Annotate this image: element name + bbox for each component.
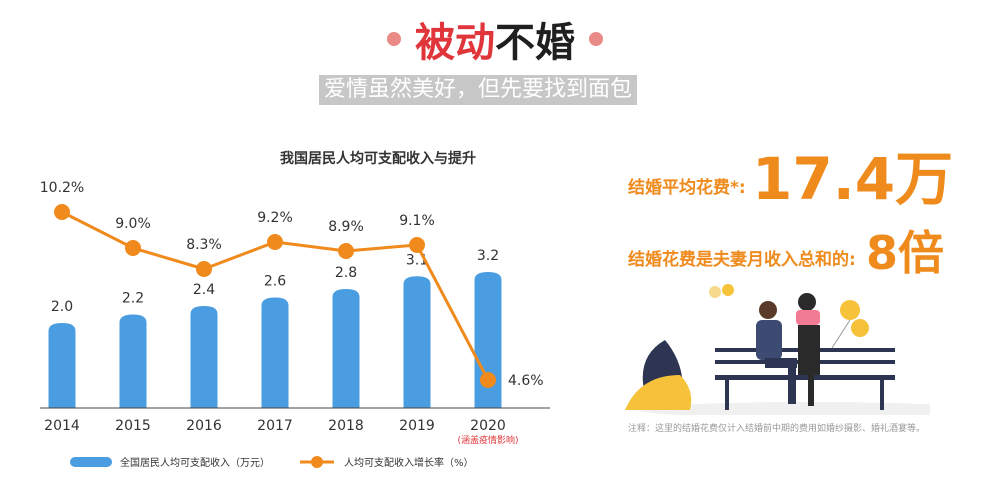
growth-point-2015 [125,240,141,256]
avg-cost-value: 17.4万 [752,145,954,213]
bar-2019 [403,276,431,408]
couple-illustration [625,284,930,415]
bar-label-2020: 3.2 [477,248,499,264]
bar-label-2017: 2.6 [264,274,286,290]
page-title: 被动 不婚 [0,10,990,68]
growth-label-2016: 8.3% [186,237,222,253]
growth-point-2014 [54,204,70,220]
title-left-dot [387,32,401,46]
x-tick-2017: 2017 [257,418,293,434]
chart-title: 我国居民人均可支配收入与提升 [280,150,476,167]
bar-2015 [119,314,147,408]
x-tick-2016: 2016 [186,418,222,434]
growth-label-2018: 8.9% [328,219,364,235]
growth-point-2020 [480,372,496,388]
x-tick-2018: 2018 [328,418,364,434]
cost-ratio-label: 结婚花费是夫妻月收入总和的: [628,250,856,270]
growth-label-2015: 9.0% [115,216,151,232]
growth-point-2019 [409,237,425,253]
x-tick-2014: 2014 [44,418,80,434]
title-part-1: 被动 [415,20,495,66]
growth-point-2016 [196,261,212,277]
growth-label-2020: 4.6% [508,373,544,389]
legend-bar-label: 全国居民人均可支配收入（万元） [120,456,270,469]
bar-label-2015: 2.2 [122,291,144,307]
x-tick-2020: 2020 [470,418,506,434]
growth-label-2014: 10.2% [40,180,84,196]
title-part-2: 不婚 [495,20,575,66]
avg-cost-label: 结婚平均花费*: [628,178,746,198]
title-right-dot [589,32,603,46]
subtitle: 爱情虽然美好，但先要找到面包 [319,75,637,105]
legend-line-label: 人均可支配收入增长率（%） [344,456,474,469]
x-tick-2019: 2019 [399,418,435,434]
bar-label-2014: 2.0 [51,299,73,315]
bar-2014 [48,323,76,408]
growth-label-2017: 9.2% [257,210,293,226]
growth-point-2017 [267,234,283,250]
cost-ratio-value: 8倍 [866,226,945,280]
legend-bar-swatch [70,457,112,467]
bar-label-2016: 2.4 [193,282,215,298]
footnote: 注释：这里的结婚花费仅计入结婚前中期的费用如婚纱摄影、婚礼酒宴等。 [628,424,926,434]
growth-label-2019: 9.1% [399,213,435,229]
x-tick-note-2020: (涵盖疫情影响) [457,434,518,446]
bar-2017 [261,297,289,408]
bar-2018 [332,289,360,408]
bar-label-2018: 2.8 [335,265,357,281]
bar-2020 [474,272,502,408]
growth-point-2018 [338,243,354,259]
legend-line-marker [311,456,323,468]
bar-2016 [190,306,218,408]
x-tick-2015: 2015 [115,418,151,434]
